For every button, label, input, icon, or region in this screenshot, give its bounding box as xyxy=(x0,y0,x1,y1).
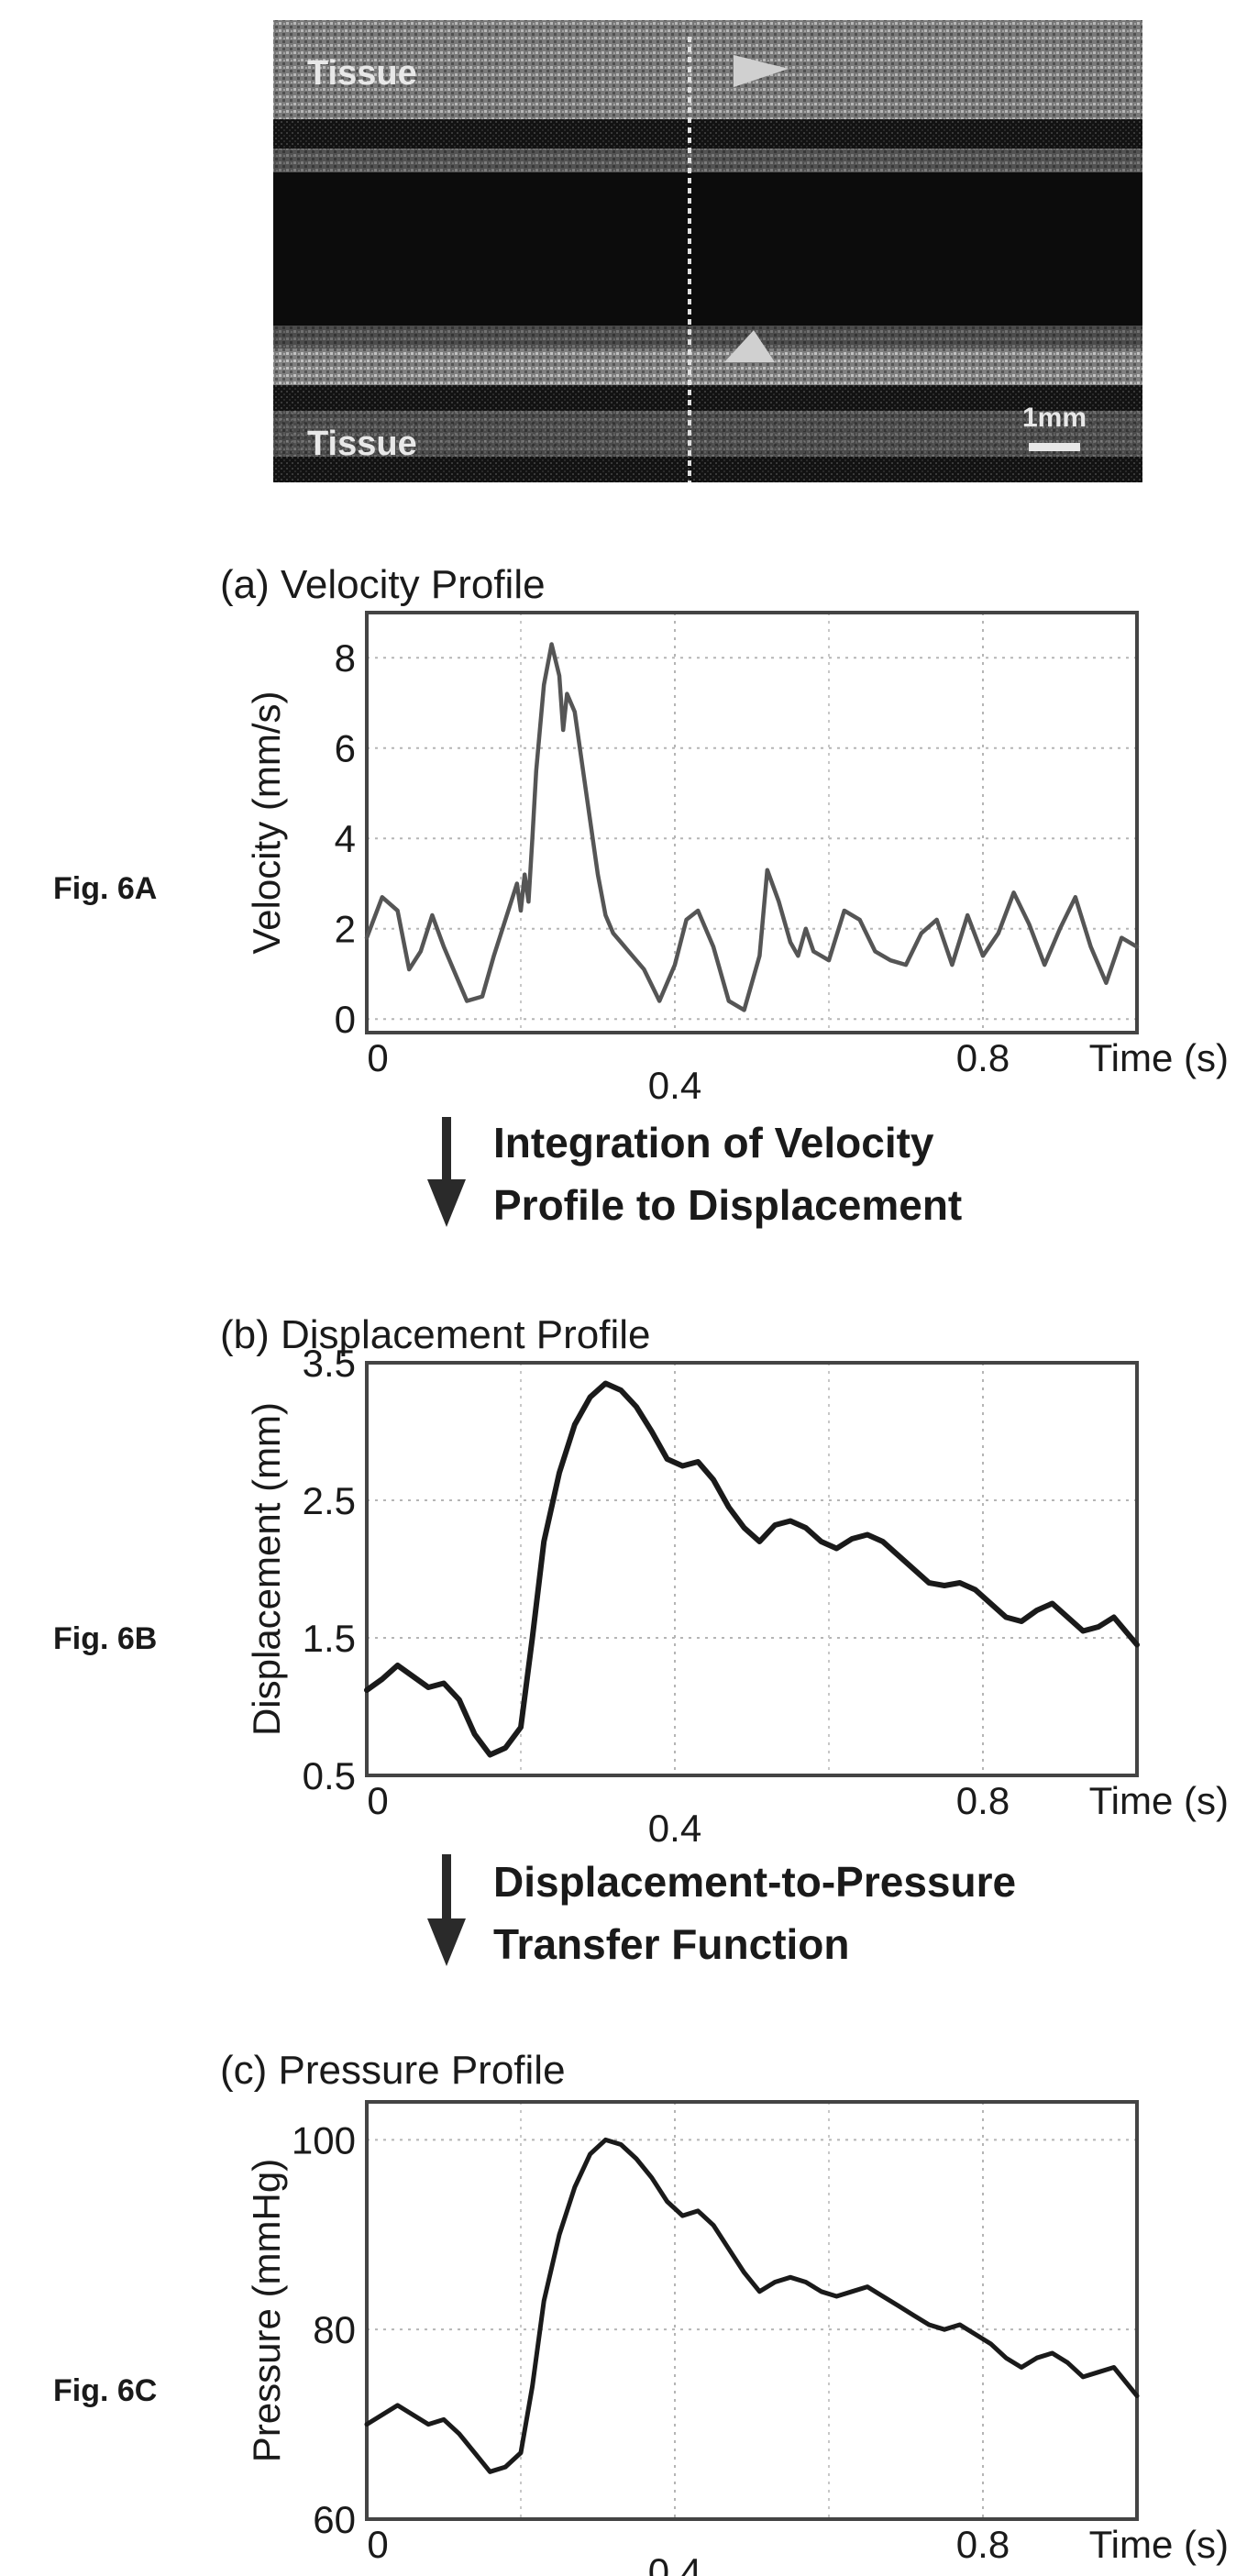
ultrasound-image: Tissue Tissue 1mm xyxy=(273,20,1142,482)
x-tick-label: 0.4 xyxy=(648,2550,701,2576)
y-axis-label: Velocity (mm/s) xyxy=(245,691,288,954)
series-line xyxy=(364,2137,1140,2474)
lower-wall-marker-icon xyxy=(724,330,775,362)
y-tick-label: 80 xyxy=(313,2308,356,2351)
tissue-top-label: Tissue xyxy=(307,54,417,93)
fig-label: Fig. 6A xyxy=(53,871,157,906)
y-tick-label: 0 xyxy=(335,998,356,1041)
chart-title: (a) Velocity Profile xyxy=(220,562,546,607)
scale-bar xyxy=(1029,443,1080,451)
down-arrowhead-icon xyxy=(427,1179,466,1227)
series-line xyxy=(364,1380,1140,1758)
y-tick-label: 0.5 xyxy=(303,1754,356,1797)
x-tick-label: 0 xyxy=(367,1036,388,1079)
velocity-panel: (a) Velocity Profile Fig. 6A 0 2 4 6 8 0 0.4 0.8 T… xyxy=(53,562,1229,1107)
x-tick-label: 0 xyxy=(367,2523,388,2566)
chart-title: (c) Pressure Profile xyxy=(220,2048,566,2093)
plot-frame xyxy=(365,1361,1139,1777)
y-tick-label: 2.5 xyxy=(303,1479,356,1522)
x-tick-label: 0 xyxy=(367,1779,388,1822)
y-tick-label: 60 xyxy=(313,2498,356,2541)
pressure-panel: (c) Pressure Profile Fig. 6C 60 80 100 0 0.4 0.… xyxy=(53,2048,1229,2576)
step-1-line-2: Profile to Displacement xyxy=(493,1181,962,1229)
tissue-bottom-label: Tissue xyxy=(307,425,417,463)
step-2-line-2: Transfer Function xyxy=(493,1920,849,1968)
y-tick-label: 2 xyxy=(335,908,356,951)
plot-frame xyxy=(365,2100,1139,2521)
x-tick-label: 0.4 xyxy=(648,1064,701,1107)
x-tick-label: 0.8 xyxy=(956,2523,1010,2566)
upper-wall-marker-icon xyxy=(734,55,789,87)
y-tick-label: 3.5 xyxy=(303,1342,356,1385)
x-tick-label: 0.8 xyxy=(956,1779,1010,1822)
y-tick-label: 100 xyxy=(292,2118,356,2161)
displacement-panel: (b) Displacement Profile Fig. 6B 0.5 1.5 2.5… xyxy=(53,1312,1229,1850)
step-transfer: Displacement-to-Pressure Transfer Functi… xyxy=(427,1854,1016,1968)
plot-frame xyxy=(365,611,1139,1034)
fig-label: Fig. 6B xyxy=(53,1621,157,1656)
x-axis-label: Time (s) xyxy=(1089,1036,1229,1079)
step-integration: Integration of Velocity Profile to Displ… xyxy=(427,1117,962,1229)
x-tick-label: 0.4 xyxy=(648,1807,701,1850)
x-axis-label: Time (s) xyxy=(1089,2523,1229,2566)
y-tick-label: 4 xyxy=(335,817,356,860)
step-1-line-1: Integration of Velocity xyxy=(493,1119,934,1166)
y-axis-label: Displacement (mm) xyxy=(245,1402,288,1736)
x-axis-label: Time (s) xyxy=(1089,1779,1229,1822)
step-2-line-1: Displacement-to-Pressure xyxy=(493,1858,1016,1906)
series-line xyxy=(364,642,1140,1012)
down-arrowhead-icon xyxy=(427,1918,466,1966)
y-tick-label: 1.5 xyxy=(303,1617,356,1660)
y-tick-label: 6 xyxy=(335,727,356,770)
y-tick-label: 8 xyxy=(335,636,356,680)
y-axis-label: Pressure (mmHg) xyxy=(245,2159,288,2462)
scale-label: 1mm xyxy=(1022,403,1087,433)
chart-title: (b) Displacement Profile xyxy=(220,1312,651,1357)
fig-label: Fig. 6C xyxy=(53,2373,157,2408)
x-tick-label: 0.8 xyxy=(956,1036,1010,1079)
